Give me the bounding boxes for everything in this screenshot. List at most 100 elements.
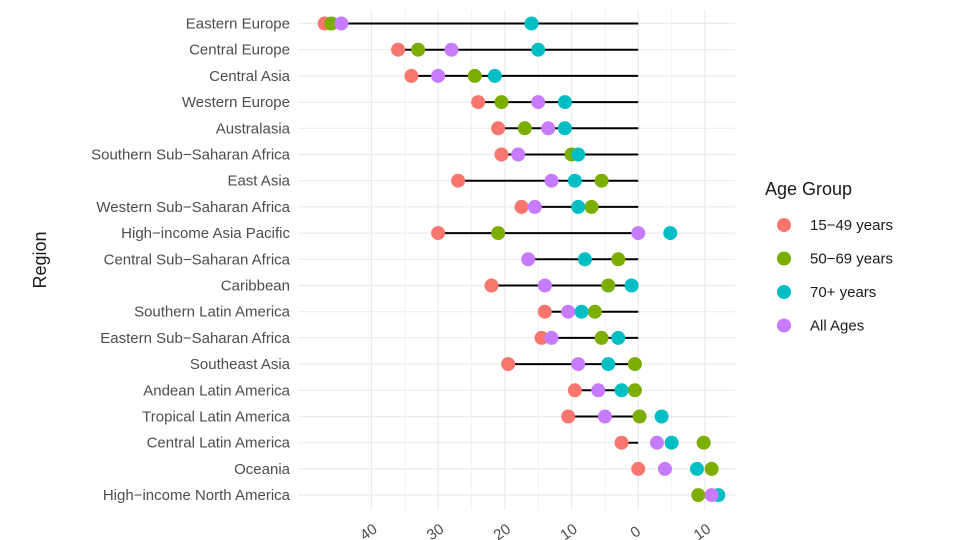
region-label: Southern Latin America [134,304,291,321]
region-label: High−income North America [103,487,291,504]
data-point [689,461,704,476]
data-point [594,330,609,345]
data-point [451,173,466,188]
data-point [614,435,629,450]
data-point [614,383,629,398]
data-point [627,357,642,372]
data-point [704,461,719,476]
data-point [571,357,586,372]
region-label: Central Sub−Saharan Africa [104,251,291,268]
legend-key [777,218,791,232]
region-label: Western Europe [182,94,290,111]
data-point [649,435,664,450]
data-point [517,121,532,136]
data-point [632,409,647,424]
legend-key [777,251,791,266]
x-tick-label: 20 [491,521,514,540]
legend: Age Group 15−49 years 50−69 years 70+ year… [765,179,893,335]
data-point [594,173,609,188]
data-point [534,330,549,345]
data-point [631,461,646,476]
data-point [557,121,572,136]
legend-key [777,285,791,299]
region-label: Central Asia [209,68,291,85]
data-point [691,488,706,503]
region-labels: Eastern Europe Central Europe Central Asia… [91,16,291,505]
data-point [471,95,486,110]
data-point [431,226,446,241]
data-point [557,95,572,110]
major-gridlines [298,10,735,510]
data-point [334,16,349,31]
data-point [537,304,552,319]
data-point [501,357,516,372]
x-tick-label: 10 [557,521,580,540]
data-point [591,383,606,398]
data-point [491,121,506,136]
x-tick-label: 10 [691,521,714,540]
data-point [531,42,546,57]
data-point [627,383,642,398]
data-point [541,121,556,136]
data-point [574,304,589,319]
region-label: Eastern Europe [186,16,290,33]
legend-label: 70+ years [810,284,876,301]
data-point [657,461,672,476]
region-label: High−income Asia Pacific [121,225,290,242]
data-point [487,68,502,83]
region-label: Southern Sub−Saharan Africa [91,147,291,164]
x-tick-labels: 40 30 20 10 0 10 [357,521,714,540]
data-point [411,42,426,57]
region-label: Tropical Latin America [142,409,290,426]
data-point [544,173,559,188]
data-point [654,409,669,424]
data-point [404,68,419,83]
data-point [527,199,542,214]
data-point [664,435,679,450]
data-point [537,278,552,293]
legend-key [777,318,791,333]
data-point [704,488,719,503]
data-point [587,304,602,319]
x-tick-label: 30 [424,521,447,540]
data-point [494,147,509,162]
data-point [514,199,529,214]
data-points [317,16,726,503]
data-point [571,199,586,214]
region-label: Australasia [216,120,291,137]
legend-label: 50−69 years [810,251,893,268]
data-point [484,278,499,293]
x-tick-label: 40 [357,521,380,540]
region-label: Oceania [234,461,291,478]
data-point [696,435,711,450]
data-point [611,330,626,345]
region-label: Eastern Sub−Saharan Africa [100,330,290,347]
data-point [567,383,582,398]
region-label: Andean Latin America [143,382,290,399]
data-point [577,252,592,267]
data-point [611,252,626,267]
data-point [571,147,586,162]
data-point [567,173,582,188]
x-tick-label: 0 [627,523,644,540]
region-label: Southeast Asia [190,356,291,373]
data-point [561,304,576,319]
data-point [524,16,539,31]
legend-label: 15−49 years [810,217,893,234]
data-point [467,68,482,83]
data-point [631,226,646,241]
data-point [391,42,406,57]
legend-title: Age Group [765,179,852,199]
y-axis-title: Region [30,231,50,288]
region-label: East Asia [227,173,290,190]
data-point [584,199,599,214]
data-point [324,16,339,31]
region-label: Western Sub−Saharan Africa [96,199,290,216]
data-point [511,147,526,162]
data-point [544,330,559,345]
data-point [561,409,576,424]
region-label: Central Latin America [147,435,291,452]
data-point [597,409,612,424]
data-point [601,278,616,293]
